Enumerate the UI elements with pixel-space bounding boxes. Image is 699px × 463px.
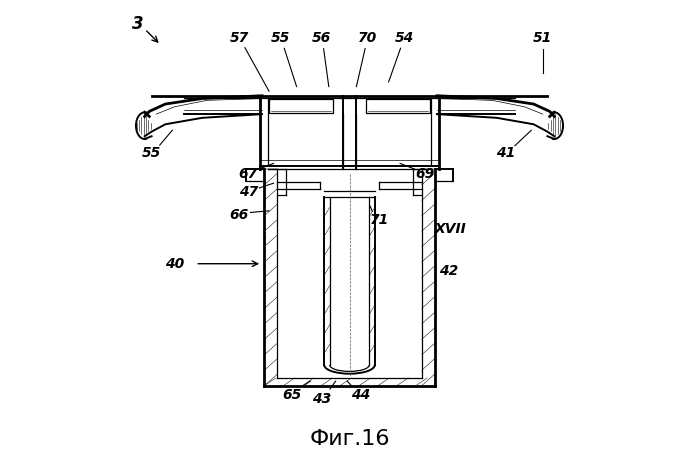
Bar — [269, 99, 333, 113]
Text: 51: 51 — [533, 31, 552, 45]
Text: 67: 67 — [238, 167, 258, 181]
Text: 55: 55 — [271, 31, 290, 45]
Text: 69: 69 — [416, 167, 435, 181]
Text: 47: 47 — [238, 185, 258, 200]
Text: Фиг.16: Фиг.16 — [309, 429, 390, 449]
Text: 65: 65 — [282, 388, 301, 402]
Text: 70: 70 — [359, 31, 377, 45]
Text: 57: 57 — [229, 31, 249, 45]
Text: 44: 44 — [352, 388, 370, 402]
Text: XVII: XVII — [435, 222, 467, 236]
Text: 71: 71 — [370, 213, 389, 227]
Text: 40: 40 — [165, 257, 185, 271]
Text: 42: 42 — [439, 263, 458, 278]
Text: 3: 3 — [132, 15, 143, 33]
Bar — [366, 99, 430, 113]
Text: 66: 66 — [229, 208, 249, 222]
Text: 55: 55 — [142, 146, 161, 160]
Text: 54: 54 — [395, 31, 415, 45]
Text: 41: 41 — [496, 146, 516, 160]
Text: 56: 56 — [312, 31, 331, 45]
Text: 43: 43 — [312, 393, 331, 407]
